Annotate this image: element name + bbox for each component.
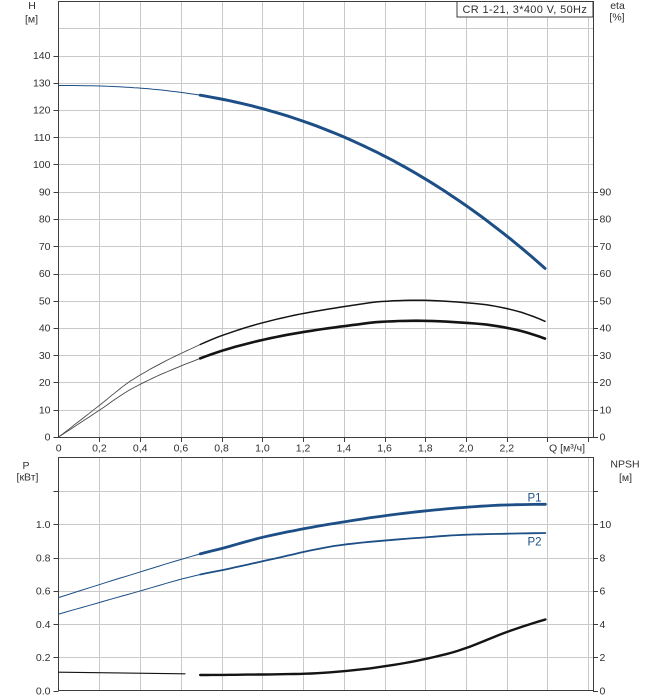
svg-text:90: 90 xyxy=(39,186,51,198)
svg-text:0,4: 0,4 xyxy=(133,443,148,455)
svg-text:110: 110 xyxy=(34,132,51,144)
svg-text:70: 70 xyxy=(39,241,51,253)
svg-text:140: 140 xyxy=(33,50,51,62)
svg-text:20: 20 xyxy=(39,377,51,389)
svg-text:0.8: 0.8 xyxy=(36,552,51,564)
svg-text:90: 90 xyxy=(600,186,612,198)
svg-text:40: 40 xyxy=(39,323,51,335)
svg-text:0.0: 0.0 xyxy=(36,685,51,697)
svg-text:80: 80 xyxy=(600,214,612,226)
svg-text:40: 40 xyxy=(600,323,612,335)
svg-text:130: 130 xyxy=(33,78,51,90)
svg-text:0,2: 0,2 xyxy=(92,443,107,455)
svg-text:1,8: 1,8 xyxy=(418,443,433,455)
svg-text:0,6: 0,6 xyxy=(174,443,189,455)
svg-text:0.6: 0.6 xyxy=(36,586,51,598)
svg-text:0.2: 0.2 xyxy=(36,652,51,664)
svg-text:[м]: [м] xyxy=(25,14,38,26)
svg-text:eta: eta xyxy=(610,0,625,12)
svg-text:1,4: 1,4 xyxy=(336,443,351,455)
svg-text:0: 0 xyxy=(56,443,62,455)
svg-text:CR 1-21, 3*400 V, 50Hz: CR 1-21, 3*400 V, 50Hz xyxy=(463,4,588,16)
svg-text:2: 2 xyxy=(600,652,606,664)
svg-text:60: 60 xyxy=(600,268,612,280)
svg-text:NPSH: NPSH xyxy=(610,459,639,471)
svg-text:80: 80 xyxy=(39,214,51,226)
svg-text:0,8: 0,8 xyxy=(214,443,229,455)
svg-text:10: 10 xyxy=(600,404,612,416)
svg-text:[кВт]: [кВт] xyxy=(17,472,39,484)
svg-text:10: 10 xyxy=(600,519,612,531)
svg-text:70: 70 xyxy=(600,241,612,253)
svg-text:60: 60 xyxy=(39,268,51,280)
svg-text:1.0: 1.0 xyxy=(36,519,51,531)
svg-text:0: 0 xyxy=(600,432,606,444)
svg-text:30: 30 xyxy=(600,350,612,362)
svg-text:[%]: [%] xyxy=(609,12,624,24)
svg-text:20: 20 xyxy=(600,377,612,389)
svg-text:P1: P1 xyxy=(528,493,542,505)
svg-text:50: 50 xyxy=(600,295,612,307)
svg-text:4: 4 xyxy=(600,619,606,631)
svg-text:2,0: 2,0 xyxy=(459,443,474,455)
svg-text:2,2: 2,2 xyxy=(499,443,514,455)
svg-text:100: 100 xyxy=(33,159,51,171)
svg-text:1,2: 1,2 xyxy=(296,443,311,455)
svg-text:1,6: 1,6 xyxy=(377,443,392,455)
svg-text:0: 0 xyxy=(600,685,606,697)
svg-text:P: P xyxy=(22,460,29,472)
svg-text:120: 120 xyxy=(33,105,51,117)
svg-text:6: 6 xyxy=(600,586,606,598)
svg-text:30: 30 xyxy=(39,350,51,362)
svg-text:8: 8 xyxy=(600,552,606,564)
svg-text:H: H xyxy=(28,0,36,12)
svg-text:Q [м³/ч]: Q [м³/ч] xyxy=(549,443,585,455)
svg-text:0: 0 xyxy=(45,432,51,444)
svg-text:0.4: 0.4 xyxy=(36,619,51,631)
svg-text:1,0: 1,0 xyxy=(255,443,270,455)
svg-text:P2: P2 xyxy=(528,537,542,549)
svg-text:50: 50 xyxy=(39,295,51,307)
svg-text:[м]: [м] xyxy=(619,472,632,484)
svg-text:10: 10 xyxy=(39,404,51,416)
